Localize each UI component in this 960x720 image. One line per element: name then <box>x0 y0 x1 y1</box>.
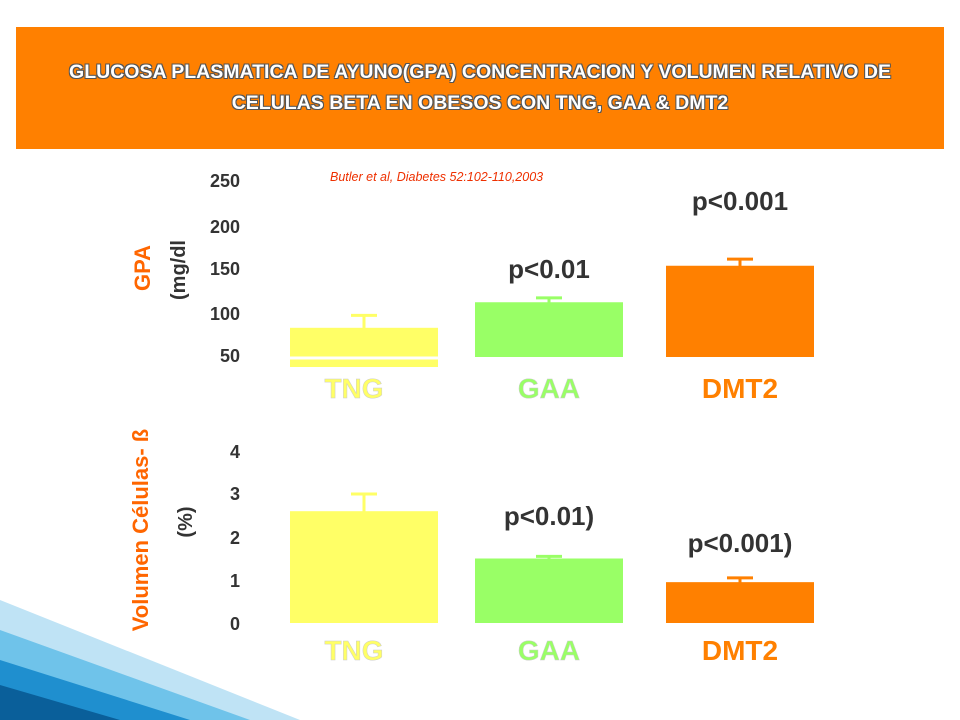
category-label-gaa: GAA <box>518 373 580 404</box>
beta-cell-volume-chart: Volumen Células- ß (%) 4 3 2 1 0 TNG GAA p<0.01) D… <box>128 429 814 666</box>
y-axis-label: Volumen Células- ß <box>128 429 153 632</box>
y-tick-label: 4 <box>230 442 240 462</box>
bar-base-segment <box>290 357 438 367</box>
p-value-gaa: p<0.01 <box>508 254 590 284</box>
y-tick-label: 1 <box>230 571 240 591</box>
y-tick-label: 200 <box>210 217 240 237</box>
y-axis-label: GPA <box>130 245 155 291</box>
y-axis-unit-label: (%) <box>175 506 197 537</box>
bar-dmt2 <box>666 265 814 357</box>
y-tick-label: 100 <box>210 304 240 324</box>
p-value-gaa: p<0.01) <box>504 501 594 531</box>
bar-dmt2 <box>666 582 814 623</box>
y-tick-label: 3 <box>230 484 240 504</box>
title-banner: GLUCOSA PLASMATICA DE AYUNO(GPA) CONCENT… <box>16 27 944 149</box>
category-label-dmt2: DMT2 <box>702 373 778 404</box>
y-axis-unit-label: (mg/dl <box>168 240 190 300</box>
citation: Butler et al, Diabetes 52:102-110,2003 <box>330 170 544 184</box>
bar-gaa <box>475 558 623 623</box>
y-tick-label: 250 <box>210 171 240 191</box>
bar-tng <box>290 327 438 357</box>
y-tick-label: 150 <box>210 259 240 279</box>
decorative-corner-stripes <box>0 600 300 720</box>
y-tick-label: 50 <box>220 346 240 366</box>
y-tick-label: 2 <box>230 528 240 548</box>
category-label-dmt2: DMT2 <box>702 635 778 666</box>
gpa-chart: GPA (mg/dl 250 200 150 100 50 TNG GAA p<0.01 DMT2 p… <box>130 171 814 404</box>
chart-title: GLUCOSA PLASMATICA DE AYUNO(GPA) CONCENT… <box>69 61 891 114</box>
p-value-dmt2: p<0.001) <box>688 528 793 558</box>
category-label-gaa: GAA <box>518 635 580 666</box>
bar-tng <box>290 511 438 623</box>
category-label-tng: TNG <box>324 635 383 666</box>
bar-gaa <box>475 302 623 357</box>
p-value-dmt2: p<0.001 <box>692 186 788 216</box>
y-tick-label: 0 <box>230 614 240 634</box>
category-label-tng: TNG <box>324 373 383 404</box>
